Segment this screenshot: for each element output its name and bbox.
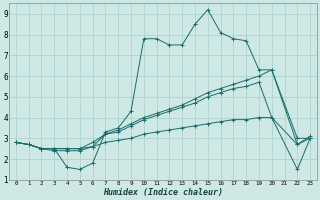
X-axis label: Humidex (Indice chaleur): Humidex (Indice chaleur) — [103, 188, 223, 197]
